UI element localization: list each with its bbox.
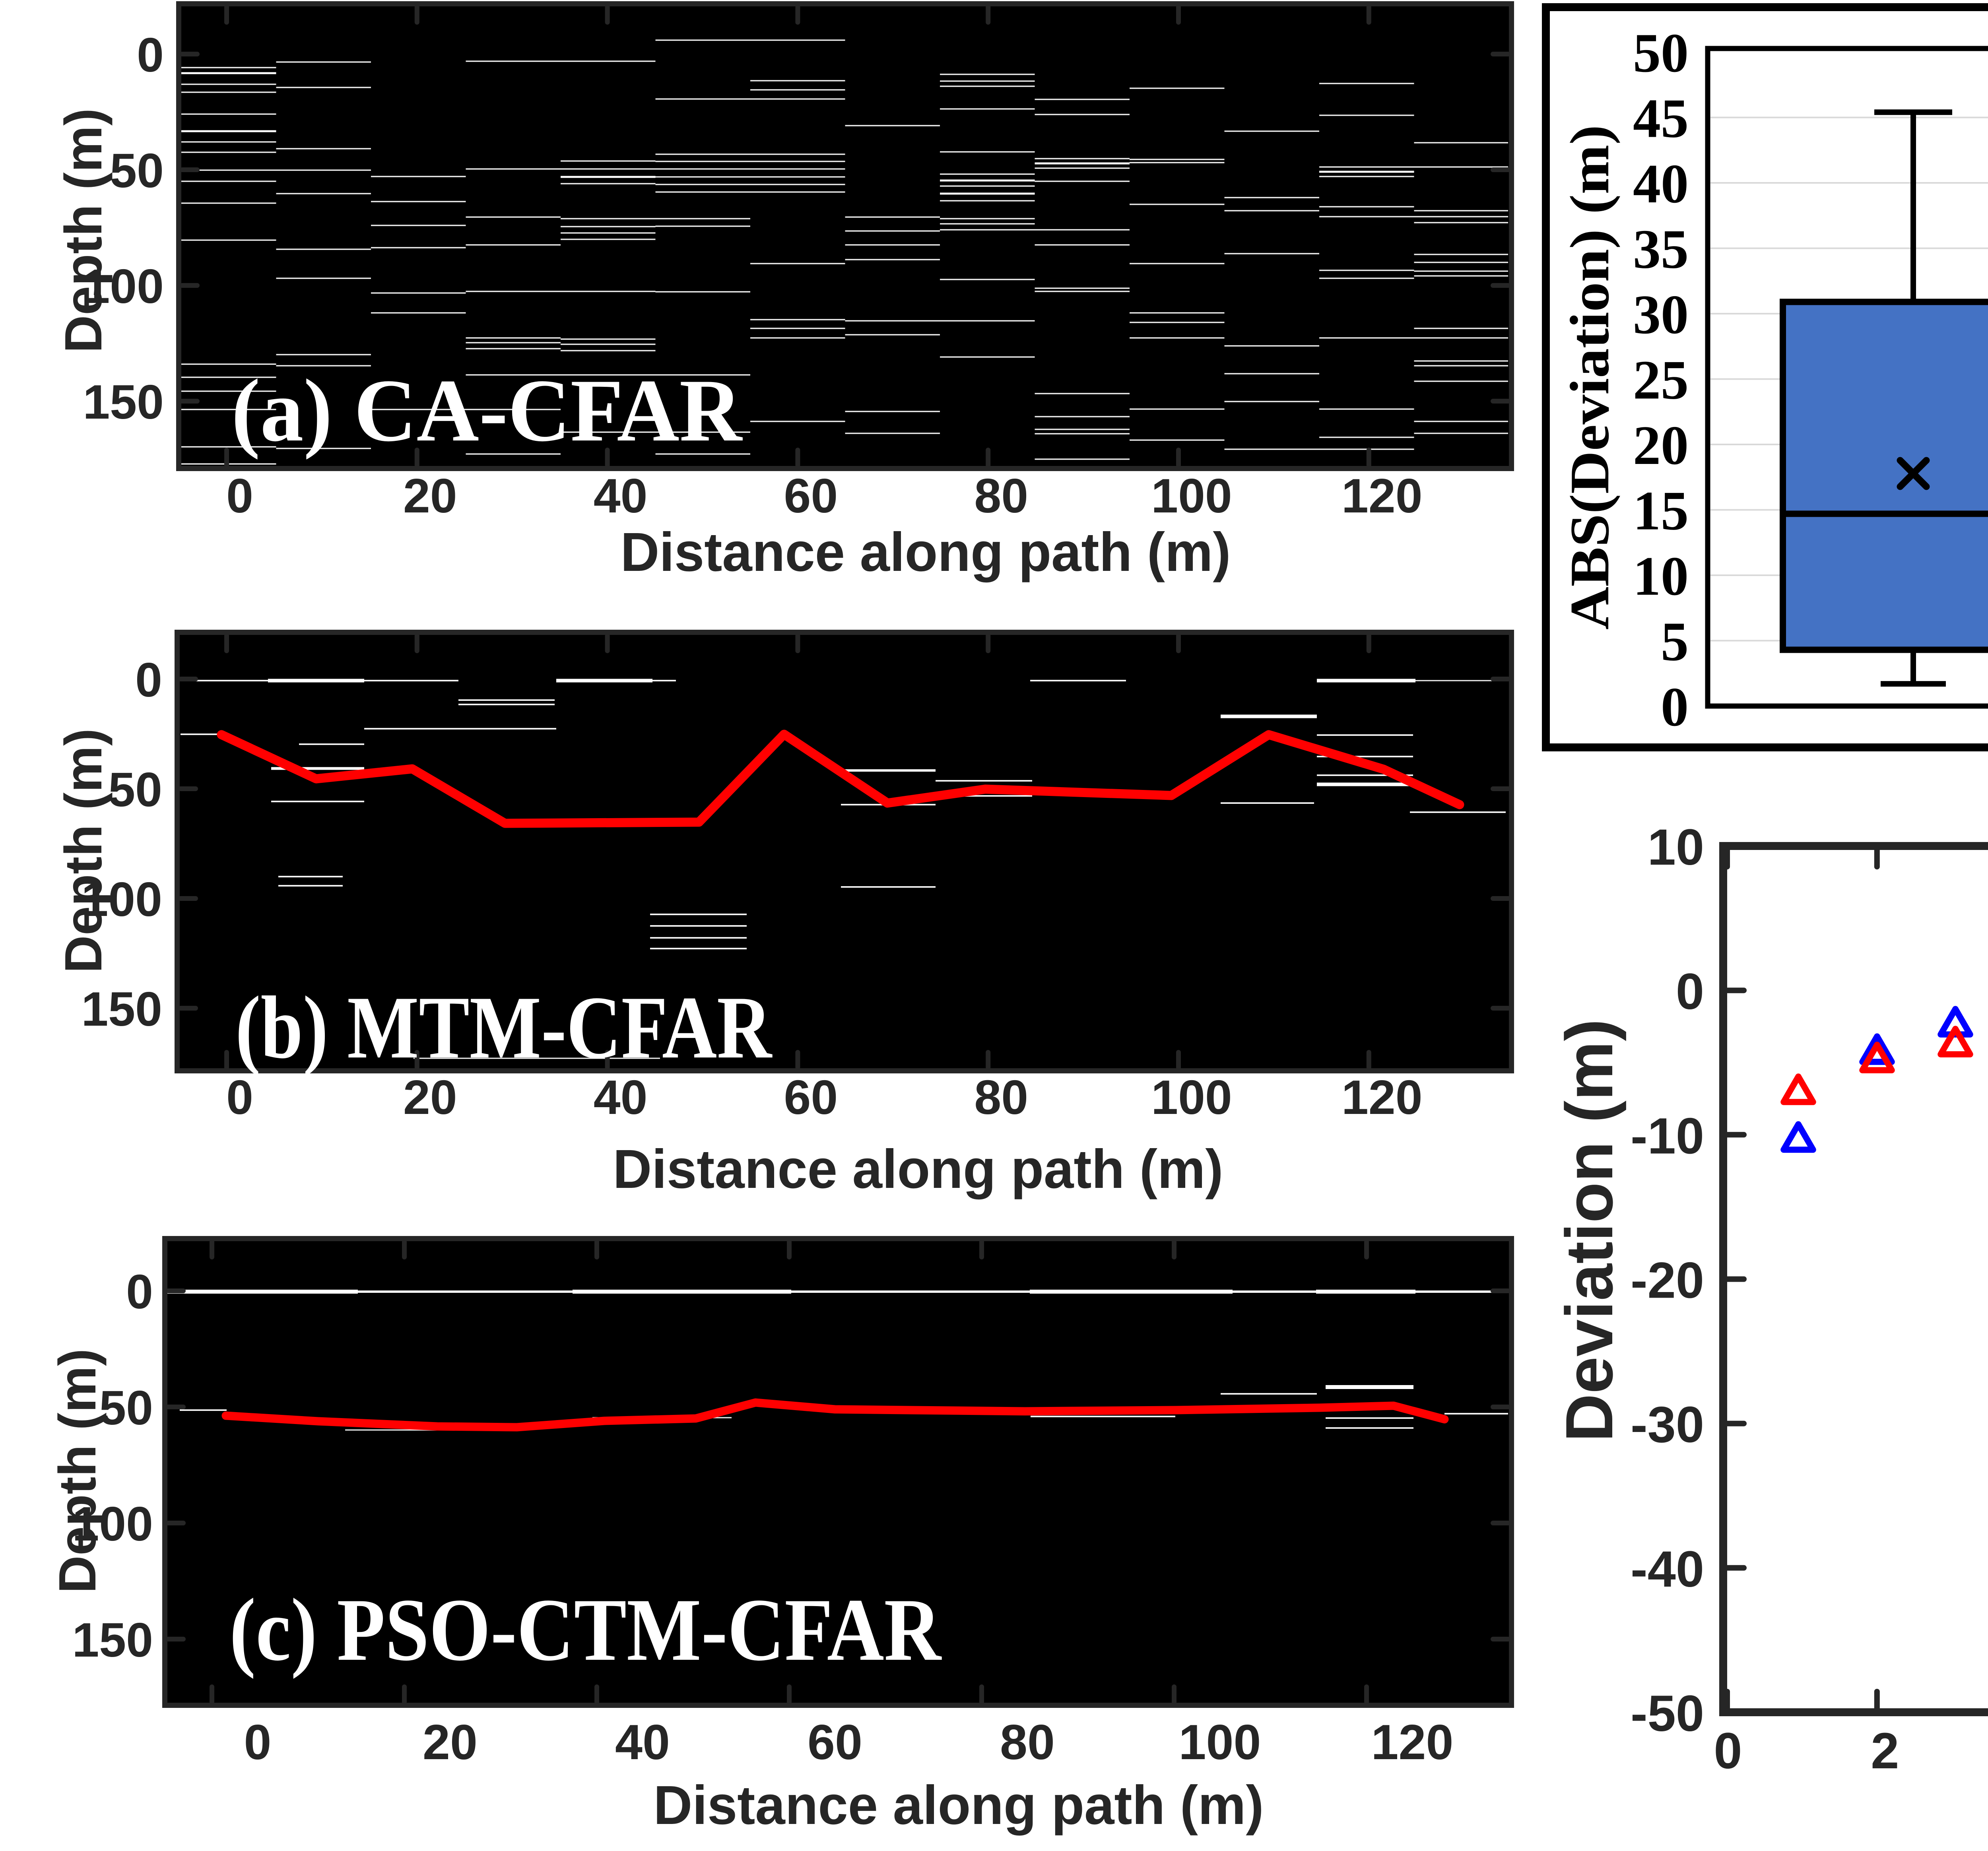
svg-text:Depth (m): Depth (m) xyxy=(54,108,113,353)
svg-text:80: 80 xyxy=(974,1070,1028,1124)
svg-text:2: 2 xyxy=(1871,1723,1899,1779)
svg-text:0: 0 xyxy=(244,1715,272,1770)
svg-text:100: 100 xyxy=(83,259,164,313)
svg-text:Depth (m): Depth (m) xyxy=(54,728,113,973)
svg-text:50: 50 xyxy=(108,763,162,817)
svg-text:60: 60 xyxy=(784,1070,838,1124)
svg-text:0: 0 xyxy=(226,1070,253,1124)
svg-text:30: 30 xyxy=(1633,284,1689,345)
svg-text:25: 25 xyxy=(1633,349,1689,411)
svg-text:(b) MTM-CFAR: (b) MTM-CFAR xyxy=(235,978,773,1077)
svg-text:0: 0 xyxy=(1676,963,1704,1020)
svg-text:40: 40 xyxy=(594,1070,648,1124)
svg-text:150: 150 xyxy=(72,1613,153,1667)
svg-text:0: 0 xyxy=(1714,1723,1742,1779)
svg-text:20: 20 xyxy=(423,1715,478,1770)
svg-text:60: 60 xyxy=(808,1715,862,1770)
svg-text:50: 50 xyxy=(99,1381,153,1435)
svg-text:10: 10 xyxy=(1648,819,1704,876)
svg-text:0: 0 xyxy=(137,28,164,82)
svg-text:40: 40 xyxy=(594,469,648,523)
svg-text:5: 5 xyxy=(1661,611,1689,673)
svg-text:40: 40 xyxy=(1633,153,1689,215)
svg-text:(a) CA-CFAR: (a) CA-CFAR xyxy=(231,361,743,460)
svg-text:10: 10 xyxy=(1633,545,1689,607)
svg-text:100: 100 xyxy=(72,1497,153,1551)
svg-text:80: 80 xyxy=(974,469,1028,523)
svg-text:40: 40 xyxy=(615,1715,670,1770)
svg-text:120: 120 xyxy=(1342,469,1423,523)
svg-text:150: 150 xyxy=(81,982,162,1036)
svg-text:80: 80 xyxy=(1000,1715,1055,1770)
svg-text:100: 100 xyxy=(1179,1715,1261,1770)
svg-text:50: 50 xyxy=(1633,22,1689,84)
svg-text:Distance along path (m): Distance along path (m) xyxy=(621,522,1231,583)
svg-text:Deviation (m): Deviation (m) xyxy=(1552,1019,1627,1442)
svg-text:20: 20 xyxy=(1633,415,1689,476)
svg-text:15: 15 xyxy=(1633,480,1689,542)
svg-text:100: 100 xyxy=(1151,1070,1232,1124)
svg-text:0: 0 xyxy=(126,1265,153,1319)
svg-text:35: 35 xyxy=(1633,219,1689,280)
svg-text:Depth (m): Depth (m) xyxy=(48,1348,107,1593)
svg-text:120: 120 xyxy=(1371,1715,1454,1770)
svg-text:150: 150 xyxy=(83,375,164,429)
svg-text:-10: -10 xyxy=(1631,1108,1704,1164)
svg-text:20: 20 xyxy=(403,1070,457,1124)
svg-text:ABS(Deviation) (m): ABS(Deviation) (m) xyxy=(1559,125,1621,630)
svg-text:Distance along path (m): Distance along path (m) xyxy=(613,1139,1223,1200)
svg-text:120: 120 xyxy=(1342,1070,1423,1124)
svg-text:0: 0 xyxy=(1661,676,1689,738)
svg-text:45: 45 xyxy=(1633,88,1689,149)
svg-text:0: 0 xyxy=(226,469,253,523)
svg-text:(c) PSO-CTM-CFAR: (c) PSO-CTM-CFAR xyxy=(229,1580,942,1679)
svg-text:Distance along path (m): Distance along path (m) xyxy=(654,1775,1264,1836)
svg-text:-30: -30 xyxy=(1631,1397,1704,1453)
svg-text:-50: -50 xyxy=(1631,1685,1704,1742)
svg-text:-20: -20 xyxy=(1631,1252,1704,1309)
svg-text:60: 60 xyxy=(784,469,838,523)
svg-text:0: 0 xyxy=(135,653,162,707)
svg-text:50: 50 xyxy=(110,144,164,198)
svg-text:100: 100 xyxy=(1151,469,1232,523)
svg-text:-40: -40 xyxy=(1631,1541,1704,1598)
svg-text:100: 100 xyxy=(81,872,162,926)
svg-text:20: 20 xyxy=(403,469,457,523)
